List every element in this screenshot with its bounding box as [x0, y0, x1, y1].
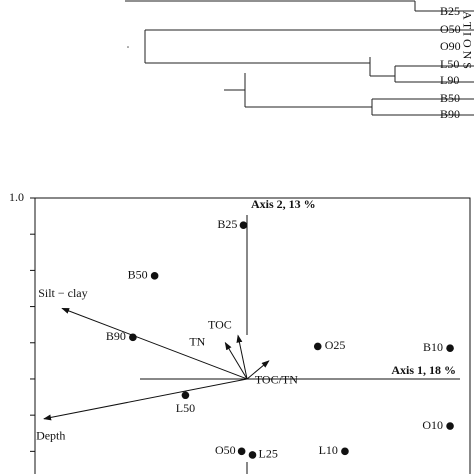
point-label: B90	[106, 329, 126, 343]
dendrogram-title: A T I O N S	[460, 11, 474, 69]
point	[150, 272, 159, 280]
y-tick-label: 1.0	[9, 190, 24, 204]
leaf-label: O90	[440, 39, 461, 53]
point-label: B25	[217, 217, 237, 231]
dendrogram	[125, 0, 474, 116]
point	[446, 422, 454, 430]
dendrogram-leaves: B25 O50 O90 L50 L90 B50 B90	[440, 4, 461, 121]
point-label: L50	[176, 401, 195, 415]
loading-vector	[61, 307, 248, 380]
point-label: B50	[128, 268, 148, 282]
leaf-label: L50	[440, 57, 459, 71]
axis-1-label: Axis 1, 18 %	[391, 363, 456, 377]
point	[239, 221, 248, 229]
loading-vector	[43, 378, 248, 421]
vector-label: TOC/TN	[255, 373, 298, 387]
vector-label: TN	[189, 335, 205, 349]
point	[313, 342, 322, 351]
axis-2-label: Axis 2, 13 %	[251, 197, 316, 211]
vector-label: TOC	[208, 317, 232, 331]
point-label: O25	[325, 338, 346, 352]
point-label: L25	[259, 447, 278, 461]
point-label: B10	[423, 340, 443, 354]
point	[248, 451, 257, 459]
point	[341, 447, 349, 456]
point-label: O10	[422, 418, 443, 432]
leaf-label: O50	[440, 22, 461, 36]
point	[129, 333, 137, 342]
vector-label: Depth	[36, 429, 65, 443]
leaf-label: B25	[440, 4, 460, 18]
loading-vector	[246, 360, 270, 380]
point	[237, 447, 246, 456]
leaf-label: B90	[440, 107, 460, 121]
loading-vector	[236, 334, 248, 380]
vector-label: Silt − clay	[38, 286, 87, 300]
loading-vector	[224, 341, 248, 380]
point-label: O50	[215, 443, 236, 457]
point	[181, 391, 190, 400]
leaf-label: L90	[440, 73, 459, 87]
point	[446, 344, 454, 353]
plot-frame	[34, 197, 471, 474]
leaf-label: B50	[440, 91, 460, 105]
point-label: L10	[319, 443, 338, 457]
